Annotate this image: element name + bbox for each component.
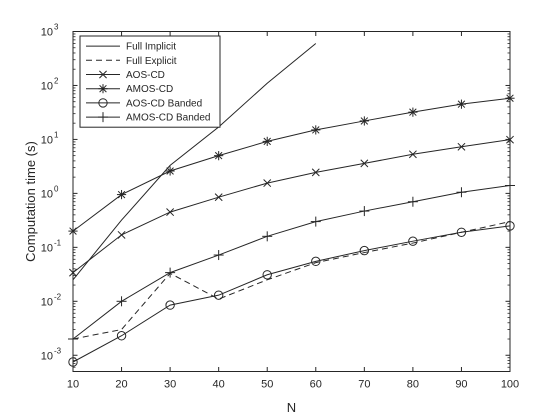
legend-item-amos-cd: AMOS-CD	[86, 84, 173, 95]
data-point-amos-cd-banded-20	[116, 296, 127, 307]
x-tick-label: 60	[310, 379, 322, 391]
y-tick-label-exponent: 0	[54, 184, 59, 193]
data-point-aos-cd-60	[311, 168, 320, 177]
legend-label-amos-cd: AMOS-CD	[126, 84, 173, 95]
legend-item-aos-cd-banded: AOS-CD Banded	[86, 98, 202, 109]
data-point-aos-cd-40	[214, 193, 223, 202]
data-point-aos-cd-banded-70	[359, 245, 370, 256]
legend-label-full-implicit: Full Implicit	[126, 42, 176, 53]
data-point-amos-cd-banded-90	[456, 187, 467, 198]
legend-label-amos-cd-banded: AMOS-CD Banded	[126, 113, 210, 124]
y-tick-label: 10	[41, 296, 53, 308]
x-tick-label: 10	[67, 379, 79, 391]
legend-marker-amos-cd-banded	[98, 112, 108, 123]
data-point-amos-cd-80	[408, 107, 418, 117]
series-line-aos-cd	[72, 139, 511, 274]
legend-label-aos-cd: AOS-CD	[126, 70, 165, 81]
x-tick-label: 90	[455, 379, 467, 391]
y-tick-label: 10	[41, 134, 53, 146]
legend-marker-aos-cd-banded	[98, 98, 108, 108]
series-line-full-implicit	[72, 43, 317, 281]
legend-label-full-explicit: Full Explicit	[126, 56, 177, 67]
x-tick-label: 50	[261, 379, 273, 391]
y-tick-label-exponent: 2	[54, 76, 59, 85]
data-point-aos-cd-banded-40	[213, 290, 224, 300]
x-tick-label: 80	[407, 379, 419, 391]
data-point-amos-cd-banded-60	[310, 216, 321, 227]
y-tick-label-exponent: 1	[54, 130, 59, 139]
data-point-amos-cd-banded-40	[213, 250, 224, 261]
legend-label-aos-cd-banded: AOS-CD Banded	[126, 98, 202, 109]
y-tick-label-exponent: -3	[54, 346, 62, 355]
data-point-amos-cd-30	[165, 166, 175, 176]
x-tick-label: 70	[358, 379, 370, 391]
y-tick-label-exponent: -1	[54, 238, 62, 247]
data-point-amos-cd-90	[456, 99, 467, 109]
x-tick-label: 100	[501, 379, 519, 391]
y-tick-label: 10	[41, 350, 53, 362]
data-point-amos-cd-70	[359, 116, 369, 126]
legend-item-aos-cd: AOS-CD	[86, 70, 165, 81]
data-point-aos-cd-30	[166, 208, 175, 217]
series-amos-cd	[68, 93, 515, 236]
x-tick-label: 20	[115, 379, 127, 391]
data-point-amos-cd-banded-50	[262, 231, 273, 242]
legend-box	[79, 35, 221, 128]
data-point-aos-cd-80	[408, 150, 417, 159]
y-tick-label: 10	[41, 80, 53, 92]
y-tick-label-exponent: -2	[54, 292, 62, 301]
data-point-amos-cd-banded-30	[165, 267, 176, 278]
data-point-aos-cd-20	[117, 230, 126, 239]
data-point-amos-cd-banded-70	[359, 206, 370, 217]
y-tick-label: 10	[41, 188, 53, 200]
data-point-aos-cd-90	[457, 142, 466, 151]
legend-marker-aos-cd	[99, 70, 107, 79]
y-tick-label-exponent: 3	[54, 23, 59, 32]
y-tick-label: 10	[41, 27, 53, 39]
data-point-amos-cd-40	[214, 151, 224, 161]
y-tick-label: 10	[41, 242, 53, 254]
data-point-amos-cd-60	[311, 125, 321, 135]
data-point-amos-cd-banded-80	[407, 196, 418, 207]
series-line-aos-cd-banded	[72, 225, 511, 363]
data-point-aos-cd-banded-20	[116, 331, 127, 341]
series-line-amos-cd	[72, 97, 511, 232]
data-point-aos-cd-banded-90	[456, 227, 467, 237]
legend-marker-amos-cd	[98, 84, 108, 94]
x-axis-label: N	[287, 400, 296, 415]
data-point-aos-cd-banded-80	[408, 236, 418, 246]
series-layer	[68, 43, 515, 367]
series-line-amos-cd-banded	[72, 184, 511, 340]
data-point-aos-cd-banded-50	[262, 270, 272, 280]
data-point-aos-cd-banded-60	[311, 256, 321, 267]
y-axis-label: Computation time (s)	[23, 141, 38, 262]
legend-item-amos-cd-banded: AMOS-CD Banded	[86, 112, 210, 124]
data-point-aos-cd-70	[360, 159, 369, 168]
data-point-aos-cd-banded-30	[165, 300, 175, 310]
data-point-amos-cd-20	[116, 189, 127, 200]
data-point-amos-cd-50	[262, 136, 272, 146]
x-tick-label: 30	[164, 379, 176, 391]
x-tick-label: 40	[213, 379, 225, 391]
legend: Full Implicit Full Explicit AOS-CD AMOS-CD A…	[79, 35, 221, 128]
legend-item-full-explicit: Full Explicit	[86, 56, 177, 67]
legend-item-full-implicit: Full Implicit	[86, 42, 176, 53]
series-full-implicit	[72, 43, 317, 281]
data-point-aos-cd-50	[263, 179, 272, 188]
